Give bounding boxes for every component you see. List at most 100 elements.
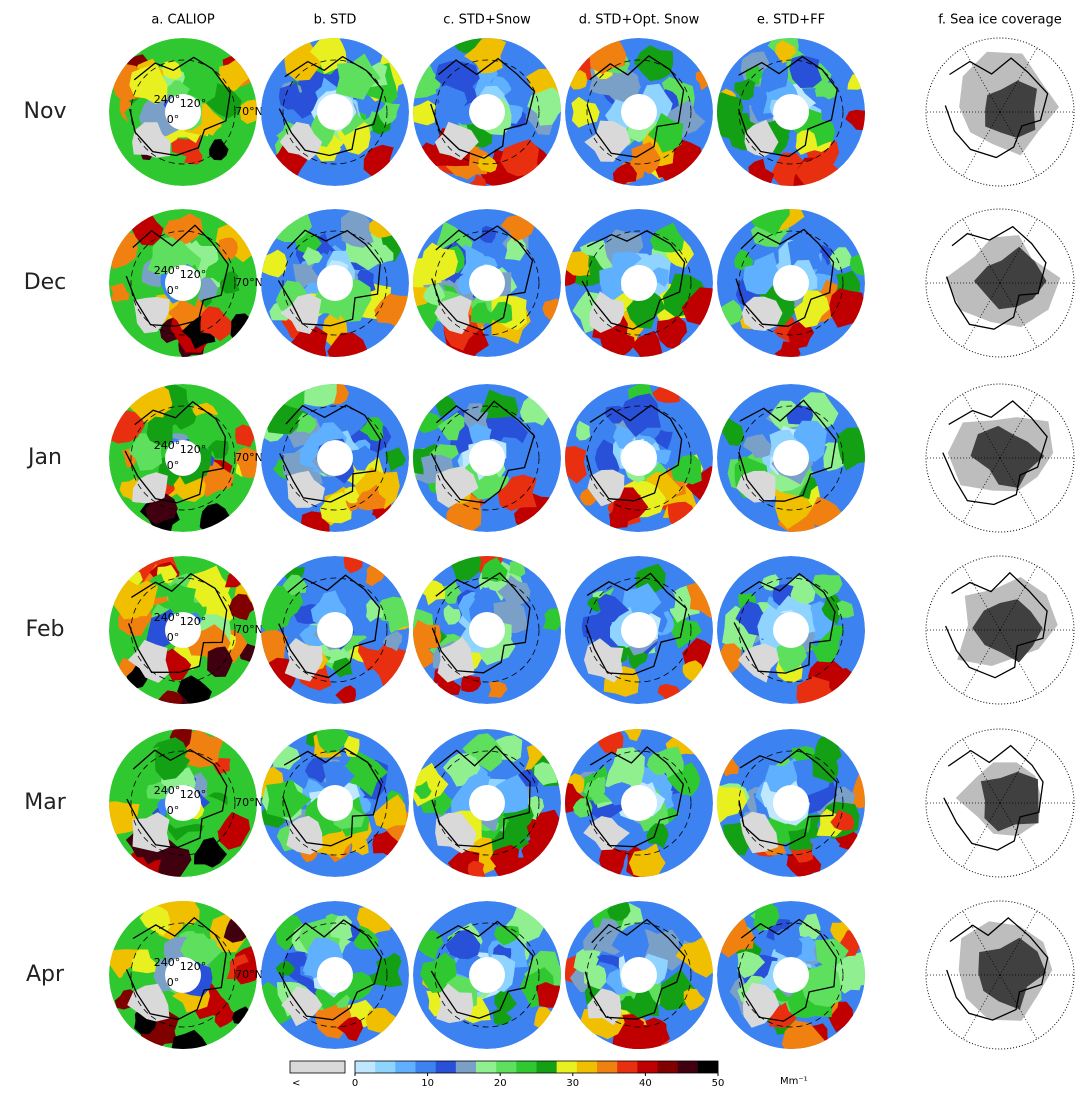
pole-hole bbox=[469, 265, 505, 301]
colorbar-segment bbox=[496, 1061, 516, 1073]
polar-map bbox=[560, 900, 721, 1062]
map-label: 120° bbox=[180, 268, 207, 281]
pole-hole bbox=[317, 265, 353, 301]
pole-hole bbox=[621, 265, 657, 301]
pole-hole bbox=[317, 94, 353, 130]
map-label: 240° bbox=[154, 439, 181, 452]
column-title: f. Sea ice coverage bbox=[938, 13, 1062, 28]
pole-hole bbox=[621, 957, 657, 993]
colorbar-segment bbox=[416, 1061, 436, 1073]
polar-map bbox=[713, 192, 869, 364]
polar-map bbox=[256, 900, 409, 1049]
below-range-label: < bbox=[292, 1078, 300, 1089]
map-patch bbox=[230, 313, 251, 342]
polar-map bbox=[261, 373, 409, 544]
pole-hole bbox=[317, 785, 353, 821]
polar-map bbox=[397, 27, 565, 193]
map-patch bbox=[569, 70, 588, 90]
column-title: c. STD+Snow bbox=[443, 13, 531, 28]
colorbar-segment bbox=[617, 1061, 637, 1073]
colorbar-tick-label: 20 bbox=[494, 1078, 507, 1089]
pole-hole bbox=[317, 612, 353, 648]
colorbar-segment bbox=[436, 1061, 456, 1073]
map-label: 70°N bbox=[235, 451, 263, 464]
polar-map bbox=[926, 38, 1074, 186]
map-patch bbox=[304, 373, 337, 407]
colorbar-segment bbox=[557, 1061, 577, 1073]
polar-map bbox=[261, 34, 415, 187]
figure: a. CALIOP b. STD c. STD+Snow d. STD+Opt. Sn… bbox=[0, 0, 1088, 1118]
map-patch bbox=[829, 288, 865, 328]
map-patch bbox=[981, 772, 1039, 832]
map-label: 70°N bbox=[235, 276, 263, 289]
map-label: 120° bbox=[180, 960, 207, 973]
map-label: 240° bbox=[154, 956, 181, 969]
polar-map bbox=[565, 35, 714, 188]
pole-hole bbox=[621, 94, 657, 130]
pole-hole bbox=[621, 785, 657, 821]
colorbar-segment bbox=[476, 1061, 496, 1073]
pole-hole bbox=[469, 957, 505, 993]
polar-map bbox=[926, 901, 1074, 1049]
pole-hole bbox=[773, 957, 809, 993]
pole-hole bbox=[469, 612, 505, 648]
below-range-box bbox=[290, 1061, 345, 1073]
colorbar-segment bbox=[698, 1061, 718, 1073]
map-label: 0° bbox=[167, 976, 180, 989]
map-label: 70°N bbox=[235, 623, 263, 636]
colorbar-unit: Mm⁻¹ bbox=[780, 1076, 808, 1087]
map-label: 240° bbox=[154, 784, 181, 797]
pole-hole bbox=[469, 440, 505, 476]
pole-hole bbox=[773, 785, 809, 821]
colorbar-tick-label: 30 bbox=[566, 1078, 579, 1089]
pole-hole bbox=[773, 265, 809, 301]
map-patch bbox=[536, 982, 567, 1008]
colorbar-segment bbox=[395, 1061, 415, 1073]
polar-map bbox=[400, 209, 564, 367]
pole-hole bbox=[469, 94, 505, 130]
polar-map bbox=[554, 722, 713, 881]
map-patch bbox=[171, 896, 199, 925]
polar-map bbox=[710, 33, 870, 197]
map-label: 0° bbox=[167, 284, 180, 297]
row-label: Apr bbox=[26, 962, 65, 987]
polar-map bbox=[554, 209, 730, 363]
polar-map bbox=[565, 556, 722, 704]
colorbar-segment bbox=[678, 1061, 698, 1073]
polar-map bbox=[703, 729, 880, 878]
map-label: 70°N bbox=[235, 968, 263, 981]
polar-map bbox=[400, 543, 563, 704]
colorbar-segment bbox=[537, 1061, 557, 1073]
map-label: 0° bbox=[167, 631, 180, 644]
map-patch bbox=[341, 211, 374, 248]
map-label: 120° bbox=[180, 615, 207, 628]
row-label: Jan bbox=[26, 445, 62, 470]
column-title: b. STD bbox=[314, 13, 357, 28]
map-label: 120° bbox=[180, 443, 207, 456]
map-patch bbox=[117, 411, 135, 432]
colorbar-tick-label: 10 bbox=[421, 1078, 434, 1089]
polar-map bbox=[926, 729, 1074, 877]
map-label: 120° bbox=[180, 788, 207, 801]
pole-hole bbox=[317, 440, 353, 476]
colorbar-segment bbox=[577, 1061, 597, 1073]
polar-map bbox=[413, 901, 566, 1049]
colorbar-segment bbox=[637, 1061, 657, 1073]
column-title: e. STD+FF bbox=[757, 13, 825, 28]
row-label: Mar bbox=[24, 790, 66, 815]
colorbar-segment bbox=[658, 1061, 678, 1073]
map-label: 0° bbox=[167, 804, 180, 817]
pole-hole bbox=[773, 94, 809, 130]
polar-map bbox=[717, 384, 875, 547]
polar-map bbox=[251, 550, 420, 704]
polar-map bbox=[712, 556, 865, 715]
column-title: d. STD+Opt. Snow bbox=[579, 13, 700, 28]
pole-hole bbox=[621, 440, 657, 476]
column-title: a. CALIOP bbox=[151, 13, 215, 28]
colorbar-tick-label: 50 bbox=[712, 1078, 725, 1089]
pole-hole bbox=[317, 957, 353, 993]
colorbar-tick-label: 0 bbox=[352, 1078, 358, 1089]
colorbar-segment bbox=[456, 1061, 476, 1073]
polar-map bbox=[926, 209, 1074, 357]
colorbar-segment bbox=[597, 1061, 617, 1073]
